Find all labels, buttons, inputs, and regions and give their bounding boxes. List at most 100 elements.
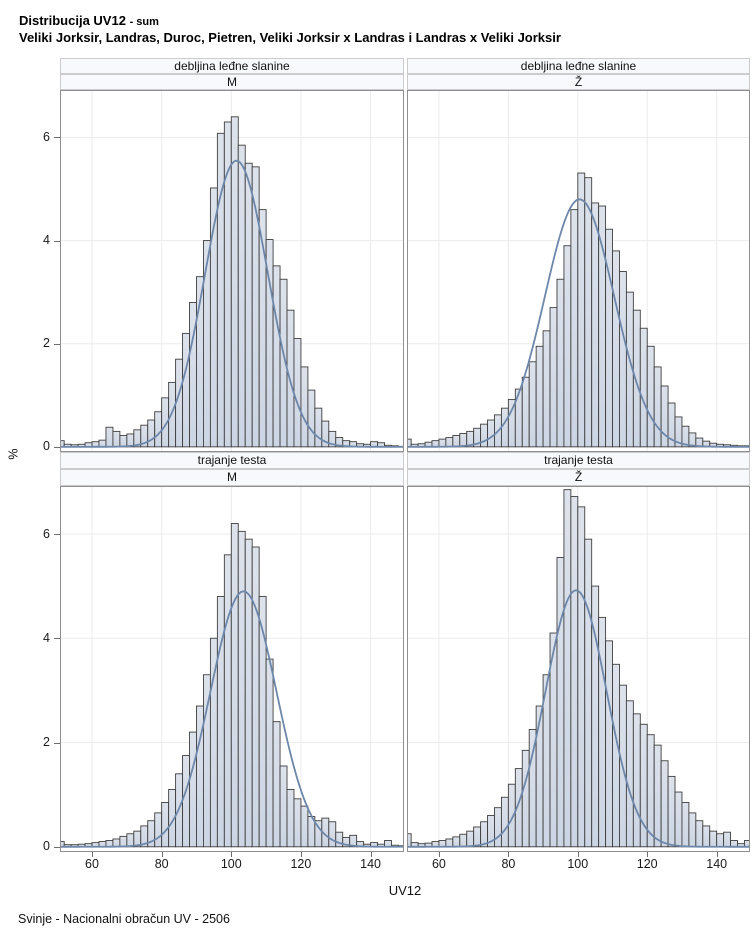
histogram-bar xyxy=(126,833,135,848)
histogram-bar xyxy=(300,805,309,848)
histogram-svg xyxy=(60,486,404,852)
x-tick-mark xyxy=(647,852,648,857)
normal-density-curve xyxy=(60,590,404,848)
histogram-panel-trajanje-testa-M xyxy=(60,486,404,852)
histogram-bar xyxy=(584,538,593,848)
panel-col-header: Ž xyxy=(407,74,750,90)
histogram-bar xyxy=(459,833,468,848)
x-tick-label: 100 xyxy=(220,857,242,871)
histogram-bar xyxy=(521,376,530,448)
histogram-bar xyxy=(147,419,156,448)
histogram-bar xyxy=(182,332,190,448)
y-tick-mark xyxy=(54,534,60,535)
histogram-bar xyxy=(112,430,121,448)
histogram-bar xyxy=(723,831,732,848)
histogram-bar xyxy=(119,835,128,848)
histogram-bar xyxy=(584,177,593,448)
histogram-bar xyxy=(466,830,475,848)
histogram-bar xyxy=(702,825,711,848)
y-tick-mark xyxy=(54,344,60,345)
histogram-panel-trajanje-testa-Ž xyxy=(407,486,750,852)
x-tick-mark xyxy=(508,852,509,857)
histogram-bar xyxy=(577,506,586,848)
histogram-bar xyxy=(473,826,482,848)
histogram-bar xyxy=(445,838,454,848)
x-tick-label: 100 xyxy=(567,857,589,871)
histogram-bar xyxy=(500,796,509,848)
histogram-bar xyxy=(438,438,447,448)
histogram-bar xyxy=(570,209,579,448)
panel-row-header: debljina leđne slanine xyxy=(407,58,750,74)
histogram-bar xyxy=(293,798,302,848)
histogram-bar xyxy=(202,240,211,448)
histogram-panel-debljina-le-ne-slanine-Ž xyxy=(407,90,750,452)
histogram-bar xyxy=(237,144,246,448)
normal-density-curve xyxy=(407,589,750,848)
histogram-bar xyxy=(265,658,274,848)
histogram-bar xyxy=(223,554,232,848)
histogram-bar xyxy=(521,749,530,848)
histogram-bar xyxy=(328,821,337,848)
histogram-bar xyxy=(286,788,295,848)
x-tick-mark xyxy=(301,852,302,857)
x-tick-label: 120 xyxy=(290,857,312,871)
x-tick-label: 80 xyxy=(501,857,516,871)
y-tick-mark xyxy=(54,241,60,242)
x-tick-label: 120 xyxy=(636,857,658,871)
normal-density-curve xyxy=(60,159,404,448)
histogram-bar xyxy=(244,538,253,848)
histogram-bar xyxy=(556,556,565,848)
panel-row-header: trajanje testa xyxy=(407,452,750,469)
y-tick-label: 4 xyxy=(43,233,50,248)
histogram-bar xyxy=(688,812,697,848)
histogram-bar xyxy=(168,381,177,448)
histogram-bar xyxy=(709,830,718,848)
histogram-bar xyxy=(293,338,302,448)
panel-row-header: debljina leđne slanine xyxy=(60,58,404,74)
y-tick-mark xyxy=(54,847,60,848)
histogram-bar xyxy=(216,132,225,448)
histogram-bar xyxy=(605,640,613,848)
histogram-bar xyxy=(549,307,558,448)
histogram-bar xyxy=(189,731,197,848)
histogram-bar xyxy=(674,791,683,848)
histogram-bar xyxy=(639,327,648,448)
histogram-bar xyxy=(681,802,690,848)
histogram-bar xyxy=(154,411,163,448)
chart-title: Distribucija UV12 - sum xyxy=(19,13,159,28)
chart-title-suffix: - sum xyxy=(129,16,159,28)
x-tick-label: 140 xyxy=(360,857,382,871)
histogram-bar xyxy=(452,435,461,448)
histogram-bar xyxy=(716,833,725,848)
y-tick-mark xyxy=(54,447,60,448)
histogram-bar xyxy=(98,439,107,448)
x-tick-mark xyxy=(717,852,718,857)
y-tick-label: 6 xyxy=(43,129,50,144)
x-tick-mark xyxy=(92,852,93,857)
histogram-bar xyxy=(563,489,572,848)
histogram-svg xyxy=(407,486,750,852)
y-tick-mark xyxy=(54,137,60,138)
histogram-bar xyxy=(591,202,600,448)
x-tick-mark xyxy=(231,852,232,857)
histogram-bar xyxy=(528,361,537,448)
histogram-bar xyxy=(251,546,260,848)
x-axis-label: UV12 xyxy=(388,883,422,898)
histogram-bar xyxy=(612,250,620,448)
histogram-panel-debljina-le-ne-slanine-M xyxy=(60,90,404,452)
y-tick-label: 2 xyxy=(43,336,50,351)
normal-density-curve xyxy=(407,198,750,448)
histogram-bar xyxy=(695,820,704,848)
histogram-svg xyxy=(407,90,750,452)
histogram-bar xyxy=(438,840,447,848)
histogram-bar xyxy=(598,205,607,448)
chart-subtitle: Veliki Jorksir, Landras, Duroc, Pietren,… xyxy=(19,30,561,45)
y-tick-label: 2 xyxy=(43,735,50,749)
histogram-bar xyxy=(625,700,634,848)
histogram-bar xyxy=(230,116,239,448)
x-tick-mark xyxy=(371,852,372,857)
histogram-bar xyxy=(556,278,565,448)
histogram-bar xyxy=(653,744,662,848)
